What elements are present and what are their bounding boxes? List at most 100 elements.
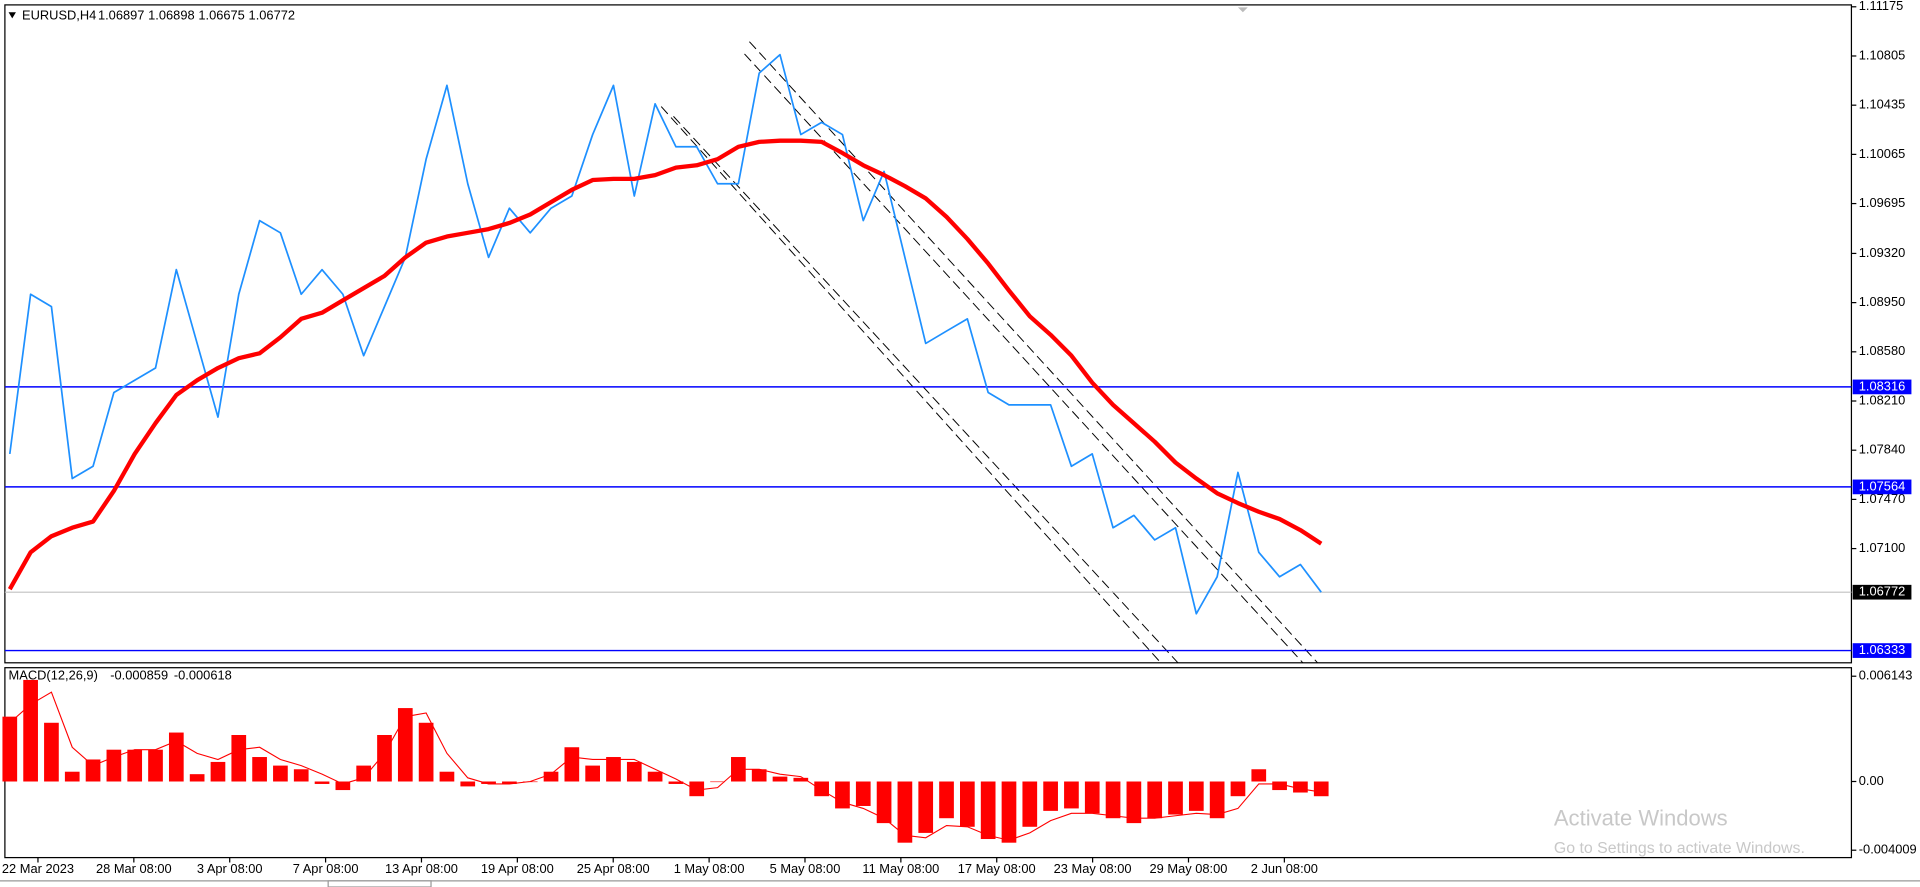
x-tick-label: 11 May 08:00 [862, 861, 939, 876]
macd-value: -0.000859 [110, 668, 168, 683]
macd-bar [835, 781, 850, 809]
y-tick-label: 1.10065 [1859, 146, 1905, 161]
macd-bar [876, 781, 892, 824]
watermark-title: Activate Windows [1554, 805, 1728, 830]
symbol-label: EURUSD,H4 [22, 7, 96, 22]
macd-bar [1188, 781, 1204, 811]
collapse-icon[interactable] [8, 12, 16, 19]
macd-bar [231, 735, 247, 782]
x-tick-label: 29 May 08:00 [1150, 861, 1228, 876]
macd-bar [855, 781, 871, 806]
x-tick-label: 17 May 08:00 [958, 861, 1036, 876]
macd-bar [168, 732, 184, 782]
current-price-tag [1852, 584, 1912, 600]
macd-bar [918, 781, 934, 833]
macd-bar [460, 781, 476, 787]
channel-line [673, 116, 1179, 664]
macd-bar [939, 781, 954, 819]
macd-bar [689, 781, 705, 797]
macd-bar [210, 761, 226, 782]
macd-bar [564, 747, 580, 782]
macd-bar [106, 749, 122, 782]
x-tick-label: 28 Mar 08:00 [96, 861, 172, 876]
y-tick-label: 1.09695 [1859, 195, 1905, 210]
macd-bar [1001, 781, 1017, 843]
y-tick-label: 1.11175 [1859, 0, 1904, 13]
level-tag [1852, 643, 1912, 658]
ohlc-value: 1.06772 [249, 7, 295, 22]
x-tick-label: 7 Apr 08:00 [293, 861, 359, 876]
macd-bar [1043, 781, 1058, 811]
macd-bar [606, 757, 621, 782]
macd-bar [439, 771, 455, 782]
macd-bar [1126, 781, 1142, 824]
macd-bar [189, 774, 205, 782]
macd-bar [814, 781, 829, 797]
macd-bar [127, 749, 143, 782]
y-tick-label: 0.006143 [1859, 668, 1913, 683]
x-tick-label: 5 May 08:00 [770, 861, 841, 876]
channel-line [660, 106, 1162, 664]
y-tick-label: 1.07100 [1859, 540, 1905, 555]
macd-bar [252, 757, 267, 782]
macd-bar [1105, 781, 1121, 819]
moving-average [7, 138, 1323, 591]
macd-bar [44, 722, 59, 782]
macd-bar [1272, 781, 1287, 791]
x-tick-label: 3 Apr 08:00 [197, 861, 263, 876]
level-label: 1.06333 [1859, 642, 1905, 657]
y-tick-label: 1.08950 [1859, 294, 1905, 309]
y-tick-label: 1.08210 [1859, 392, 1905, 407]
macd-bar [502, 781, 517, 784]
macd-bar [772, 776, 788, 782]
ohlc-value: 1.06675 [198, 7, 244, 22]
price-pane [4, 4, 1853, 664]
y-tick-label: 1.07840 [1859, 442, 1905, 457]
macd-bar [710, 781, 725, 783]
price-line [8, 53, 1322, 615]
macd-bar [668, 781, 684, 784]
macd-bar [314, 781, 330, 784]
macd-bar [418, 722, 434, 782]
macd-value: -0.000618 [174, 668, 232, 683]
macd-bar [85, 759, 101, 782]
macd-bar [1209, 781, 1225, 819]
current-price-label: 1.06772 [1859, 584, 1905, 599]
macd-bar [293, 769, 309, 782]
y-tick-label: 1.09320 [1859, 245, 1905, 260]
macd-bar [1147, 781, 1163, 819]
macd-bar [64, 771, 80, 782]
y-tick-label: 1.10435 [1859, 97, 1905, 112]
y-tick-label: 1.10805 [1859, 47, 1905, 62]
macd-bar [585, 765, 600, 782]
macd-bar [356, 765, 372, 782]
channel-line [749, 41, 1318, 664]
macd-bar [751, 769, 767, 782]
macd-bar [543, 771, 559, 782]
macd-bar [273, 765, 288, 782]
x-tick-label: 25 Apr 08:00 [577, 861, 650, 876]
x-tick-label: 19 Apr 08:00 [481, 861, 554, 876]
macd-bar [626, 761, 642, 782]
macd-bar [23, 679, 38, 782]
macd-bar [897, 781, 913, 843]
macd-bar [1293, 781, 1308, 793]
level-label: 1.08316 [1859, 378, 1905, 393]
level-label: 1.07564 [1859, 478, 1905, 493]
macd-bar [980, 781, 996, 840]
macd-bar [481, 781, 496, 784]
macd-bar [1313, 781, 1329, 797]
y-tick-label: -0.004009 [1859, 842, 1917, 857]
tab[interactable] [327, 880, 432, 887]
macd-label: MACD(12,26,9) [9, 668, 98, 683]
x-tick-label: 1 May 08:00 [674, 861, 745, 876]
macd-bar [335, 781, 351, 791]
watermark-text: Go to Settings to activate Windows. [1554, 840, 1805, 857]
x-tick-label: 2 Jun 08:00 [1251, 861, 1318, 876]
macd-bar [1251, 769, 1267, 782]
x-tick-label: 22 Mar 2023 [2, 861, 74, 876]
